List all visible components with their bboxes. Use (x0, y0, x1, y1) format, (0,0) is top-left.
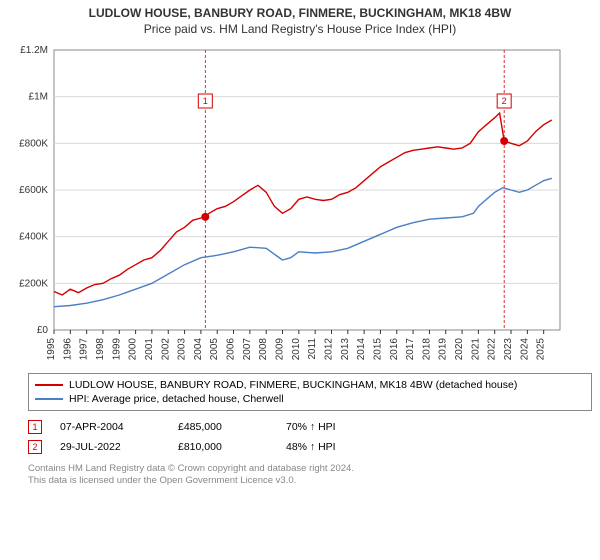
x-tick-label: 2019 (438, 338, 449, 361)
x-tick-label: 2000 (128, 338, 139, 361)
x-tick-label: 2015 (372, 338, 383, 361)
x-tick-label: 2018 (421, 338, 432, 361)
x-tick-label: 2021 (470, 338, 481, 361)
x-tick-label: 2011 (307, 338, 318, 360)
x-tick-label: 1997 (79, 338, 90, 361)
x-tick-label: 1995 (46, 338, 57, 361)
y-tick-label: £400K (19, 232, 48, 243)
legend-swatch (35, 398, 63, 400)
x-tick-label: 2022 (487, 338, 498, 361)
x-tick-label: 2001 (144, 338, 155, 361)
y-tick-label: £800K (19, 138, 48, 149)
x-tick-label: 2023 (503, 338, 514, 361)
x-tick-label: 2003 (177, 338, 188, 361)
sale-row-badge: 1 (28, 420, 42, 434)
sale-badge-num: 2 (502, 96, 507, 106)
sale-row-badge: 2 (28, 440, 42, 454)
y-tick-label: £1M (29, 92, 48, 103)
legend-label: LUDLOW HOUSE, BANBURY ROAD, FINMERE, BUC… (69, 379, 517, 391)
sale-row-price: 07-APR-2004 (60, 421, 160, 433)
sale-row-price: 29-JUL-2022 (60, 441, 160, 453)
x-tick-label: 2007 (242, 338, 253, 361)
legend: LUDLOW HOUSE, BANBURY ROAD, FINMERE, BUC… (28, 373, 592, 411)
sale-row: 229-JUL-2022£810,00048% ↑ HPI (28, 437, 592, 457)
title-main: LUDLOW HOUSE, BANBURY ROAD, FINMERE, BUC… (8, 6, 592, 20)
sale-row: 107-APR-2004£485,00070% ↑ HPI (28, 417, 592, 437)
y-tick-label: £200K (19, 278, 48, 289)
chart-svg: £0 £200K £400K £600K £800K £1M £1.2M 1995 1996 19… (8, 42, 568, 362)
x-tick-label: 2002 (160, 338, 171, 361)
chart-container: LUDLOW HOUSE, BANBURY ROAD, FINMERE, BUC… (0, 0, 600, 560)
title-block: LUDLOW HOUSE, BANBURY ROAD, FINMERE, BUC… (0, 0, 600, 38)
legend-label: HPI: Average price, detached house, Cher… (69, 393, 284, 405)
y-tick-label: £600K (19, 185, 48, 196)
x-tick-label: 2008 (258, 338, 269, 361)
x-tick-label: 2012 (323, 338, 334, 361)
x-tick-label: 2013 (340, 338, 351, 361)
x-tick-label: 2024 (519, 338, 530, 361)
x-tick-label: 2010 (291, 338, 302, 361)
footer-line2: This data is licensed under the Open Gov… (28, 475, 592, 487)
y-tick-label: £1.2M (20, 45, 48, 56)
x-tick-label: 1998 (95, 338, 106, 361)
x-tick-label: 1996 (62, 338, 73, 361)
x-tick-label: 2014 (356, 338, 367, 361)
chart-area: £0 £200K £400K £600K £800K £1M £1.2M 1995 1996 19… (8, 42, 592, 367)
y-tick-label: £0 (37, 325, 49, 336)
x-tick-label: 2005 (209, 338, 220, 361)
title-sub: Price paid vs. HM Land Registry's House … (8, 22, 592, 36)
x-tick-label: 2025 (536, 338, 547, 361)
footer-line1: Contains HM Land Registry data © Crown c… (28, 463, 592, 475)
legend-swatch (35, 384, 63, 386)
x-tick-label: 2017 (405, 338, 416, 361)
footer: Contains HM Land Registry data © Crown c… (28, 463, 592, 488)
x-tick-label: 2004 (193, 338, 204, 361)
sale-badge-num: 1 (203, 96, 208, 106)
sales-table: 107-APR-2004£485,00070% ↑ HPI229-JUL-202… (28, 417, 592, 457)
x-tick-label: 2020 (454, 338, 465, 361)
x-tick-label: 2016 (389, 338, 400, 361)
legend-item: HPI: Average price, detached house, Cher… (35, 392, 585, 406)
sale-row-pct: 48% ↑ HPI (286, 441, 376, 453)
x-tick-label: 2006 (226, 338, 237, 361)
x-tick-label: 1999 (111, 338, 122, 361)
x-tick-label: 2009 (275, 338, 286, 361)
legend-item: LUDLOW HOUSE, BANBURY ROAD, FINMERE, BUC… (35, 378, 585, 392)
sale-row-pct: 70% ↑ HPI (286, 421, 376, 433)
